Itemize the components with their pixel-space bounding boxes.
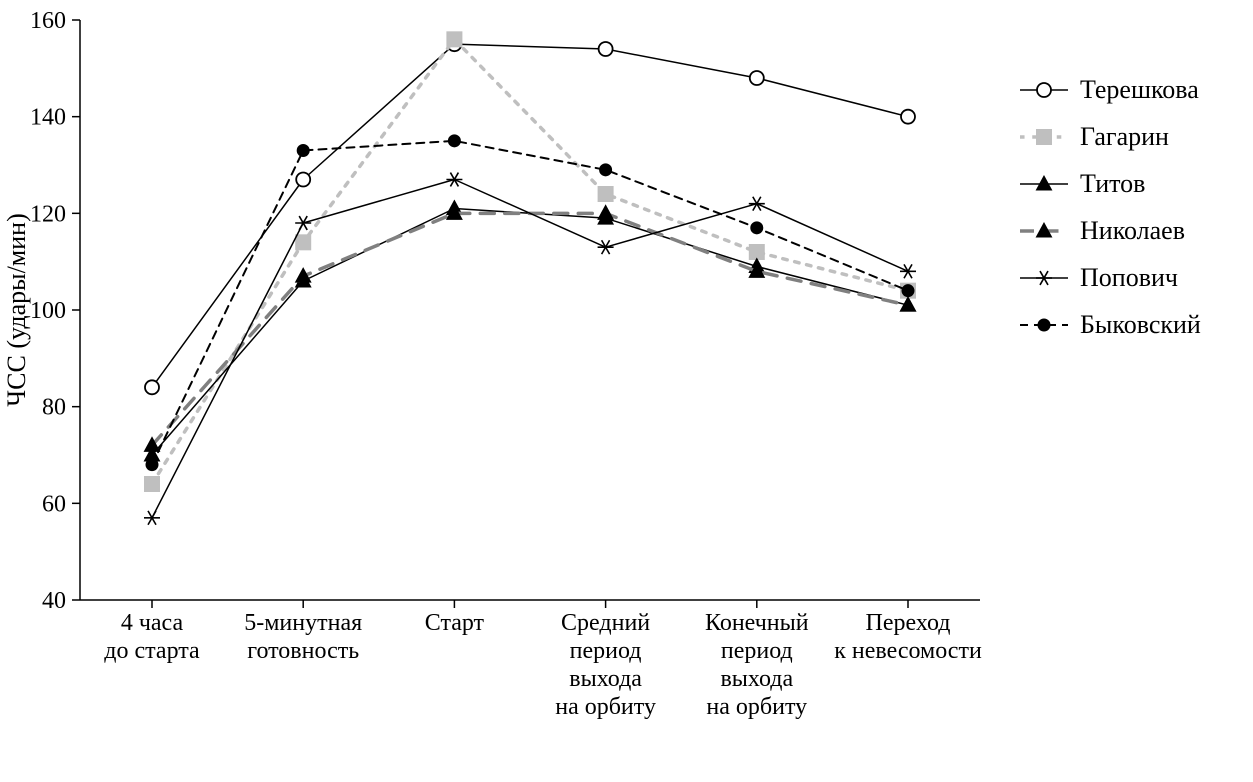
series-Терешкова	[145, 37, 915, 394]
series-Гагарин	[145, 32, 916, 492]
y-tick-label: 60	[42, 491, 66, 517]
legend-label: Титов	[1080, 169, 1145, 198]
x-tick-label: выхода	[569, 666, 642, 692]
series-Быковский	[146, 135, 914, 471]
y-tick-label: 40	[42, 588, 66, 614]
legend-label: Быковский	[1080, 310, 1201, 339]
x-tick-label: период	[721, 638, 793, 664]
x-tick-label: готовность	[247, 638, 359, 664]
x-tick-label: период	[570, 638, 642, 664]
y-tick-label: 80	[42, 395, 66, 421]
legend-label: Терешкова	[1080, 75, 1199, 104]
x-tick-label: к невесомости	[834, 638, 982, 664]
legend-label: Николаев	[1080, 216, 1185, 245]
legend-label: Гагарин	[1080, 122, 1169, 151]
y-tick-label: 140	[30, 105, 66, 131]
legend: Терешкова Гагарин Титов Николаев Попович Быко…	[1020, 75, 1201, 339]
chart-container: 40 60 80 100 120 140 160 4 часадо старта 5-минут…	[0, 0, 1253, 782]
legend-label: Попович	[1080, 263, 1178, 292]
y-tick-label: 100	[30, 298, 66, 324]
x-tick-label: Конечный	[705, 610, 809, 636]
x-tick-label: на орбиту	[555, 694, 656, 720]
y-axis-title: ЧСС (удары/мин)	[2, 213, 31, 407]
y-tick-label: 120	[30, 201, 66, 227]
series-Николаев	[144, 205, 915, 451]
x-tick-label: Средний	[561, 610, 650, 636]
x-tick-label: Старт	[425, 610, 485, 636]
x-tick-label: 5-минутная	[244, 610, 362, 636]
y-tick-label: 160	[30, 8, 66, 34]
x-tick-label: на орбиту	[706, 694, 807, 720]
x-tick-label: 4 часа	[121, 610, 184, 636]
x-tick-label: Переход	[866, 610, 951, 636]
x-tick-label: выхода	[720, 666, 793, 692]
series-Попович	[144, 173, 916, 525]
x-tick-label: до старта	[104, 638, 200, 664]
line-chart: 40 60 80 100 120 140 160 4 часадо старта 5-минут…	[0, 0, 1253, 782]
